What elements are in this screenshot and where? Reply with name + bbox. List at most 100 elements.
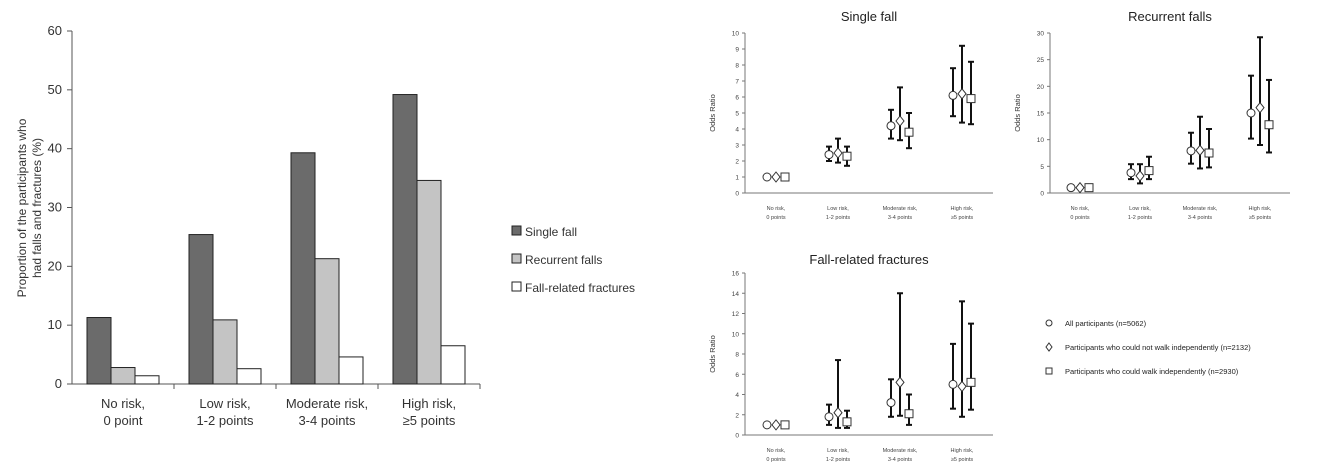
y-tick-label: 25 bbox=[1037, 57, 1045, 64]
x-tick-label: Moderate risk, bbox=[883, 448, 918, 454]
y-tick-label: 2 bbox=[735, 412, 739, 419]
point-circle bbox=[1066, 183, 1076, 193]
x-tick-label: No risk, bbox=[101, 396, 145, 411]
y-tick-label: 9 bbox=[735, 47, 739, 54]
point-circle bbox=[824, 150, 834, 160]
y-tick-label: 0 bbox=[735, 433, 739, 440]
point-diamond bbox=[771, 419, 781, 431]
y-tick-label: 5 bbox=[1040, 164, 1044, 171]
x-tick-label: 0 points bbox=[1070, 215, 1090, 221]
y-tick-label: 0 bbox=[735, 191, 739, 198]
y-tick-label: 20 bbox=[48, 258, 62, 273]
x-tick-label: ≥5 points bbox=[1249, 215, 1272, 221]
bar-chart: 0 10 20 30 40 50 60 Proportion of the participa… bbox=[15, 23, 635, 428]
x-tick-label: 0 point bbox=[103, 413, 142, 428]
point-diamond bbox=[1045, 342, 1053, 352]
point-square bbox=[780, 420, 790, 430]
bar bbox=[416, 179, 442, 385]
y-tick-label: 10 bbox=[732, 331, 740, 338]
legend-swatch bbox=[511, 281, 522, 292]
y-tick-label: 3 bbox=[735, 143, 739, 150]
y-tick-label: 60 bbox=[48, 23, 62, 38]
point-diamond bbox=[957, 380, 967, 393]
point-square bbox=[1204, 148, 1214, 158]
point-diamond bbox=[1075, 181, 1085, 194]
bar bbox=[392, 94, 418, 385]
x-tick-label: High risk, bbox=[951, 448, 974, 454]
y-tick-label: 15 bbox=[1037, 111, 1045, 118]
y-axis-title: Proportion of the participants who had fa… bbox=[15, 118, 44, 297]
y-tick-label: 16 bbox=[732, 271, 740, 278]
x-tick-label: No risk, bbox=[767, 206, 786, 212]
chart-title: Fall-related fractures bbox=[809, 252, 929, 267]
x-tick-label: ≥5 points bbox=[951, 215, 974, 221]
y-tick-label: 12 bbox=[732, 311, 740, 318]
x-tick-label: No risk, bbox=[767, 448, 786, 454]
point-circle bbox=[948, 90, 958, 100]
y-tick-label: 5 bbox=[735, 111, 739, 118]
bar bbox=[314, 258, 340, 385]
bar bbox=[236, 368, 262, 385]
y-axis-title-line: had falls and fractures (%) bbox=[30, 138, 44, 278]
x-tick-label: 1-2 points bbox=[826, 457, 850, 463]
y-tick-label: 10 bbox=[48, 317, 62, 332]
x-tick-label: Moderate risk, bbox=[1183, 206, 1218, 212]
y-tick-label: 40 bbox=[48, 141, 62, 156]
y-tick-label: 8 bbox=[735, 352, 739, 359]
or-legend-label: All participants (n=5062) bbox=[1065, 319, 1147, 328]
or-legend-label: Participants who could not walk independ… bbox=[1065, 343, 1251, 352]
odds-ratio-chart-fall-related-fractures: Fall-related fractures 0 2 4 6 8 10 12 14 16 Odds … bbox=[708, 252, 993, 463]
point-square bbox=[780, 172, 790, 182]
y-tick-label: 10 bbox=[1037, 137, 1045, 144]
legend-label: Single fall bbox=[525, 225, 577, 239]
point-circle bbox=[824, 412, 834, 422]
y-tick-label: 8 bbox=[735, 63, 739, 70]
point-circle bbox=[886, 398, 896, 408]
y-tick-label: 50 bbox=[48, 82, 62, 97]
x-tick-label: 1-2 points bbox=[826, 215, 850, 221]
y-axis-title: Odds Ratio bbox=[708, 335, 717, 373]
point-diamond bbox=[833, 406, 843, 419]
point-diamond bbox=[895, 115, 905, 127]
y-tick-label: 20 bbox=[1037, 84, 1045, 91]
y-tick-label: 4 bbox=[735, 392, 739, 399]
legend-swatch bbox=[511, 253, 522, 264]
point-diamond bbox=[1195, 144, 1205, 157]
x-tick-label: 0 points bbox=[766, 457, 786, 463]
chart-title: Single fall bbox=[841, 9, 897, 24]
x-tick-label: Low risk, bbox=[827, 448, 849, 454]
point-square bbox=[1144, 166, 1154, 176]
point-diamond bbox=[1255, 101, 1265, 114]
x-tick-label: 3-4 points bbox=[298, 413, 356, 428]
point-circle bbox=[1126, 168, 1136, 178]
point-square bbox=[966, 377, 976, 387]
x-tick-label: 3-4 points bbox=[888, 215, 912, 221]
bar bbox=[110, 367, 136, 385]
x-tick-label: Moderate risk, bbox=[883, 206, 918, 212]
x-tick-label: 1-2 points bbox=[1128, 215, 1152, 221]
x-tick-label: High risk, bbox=[1249, 206, 1272, 212]
y-tick-label: 0 bbox=[1040, 191, 1044, 198]
legend-label: Fall-related fractures bbox=[525, 281, 635, 295]
point-square bbox=[1084, 183, 1094, 193]
y-tick-label: 30 bbox=[1037, 31, 1045, 38]
y-tick-label: 6 bbox=[735, 95, 739, 102]
y-axis-title: Odds Ratio bbox=[708, 94, 717, 132]
point-circle bbox=[1246, 108, 1256, 118]
point-diamond bbox=[1135, 170, 1145, 182]
x-tick-label: Moderate risk, bbox=[286, 396, 368, 411]
x-tick-label: High risk, bbox=[402, 396, 456, 411]
point-square bbox=[966, 94, 976, 104]
point-circle bbox=[948, 379, 958, 389]
point-diamond bbox=[771, 171, 781, 183]
x-tick-label: 0 points bbox=[766, 215, 786, 221]
point-circle bbox=[886, 121, 896, 131]
y-tick-label: 2 bbox=[735, 159, 739, 166]
bar bbox=[290, 152, 316, 385]
chart-title: Recurrent falls bbox=[1128, 9, 1212, 24]
x-tick-label: ≥5 points bbox=[403, 413, 456, 428]
x-tick-label: 3-4 points bbox=[1188, 215, 1212, 221]
point-circle bbox=[1045, 319, 1053, 327]
odds-ratio-chart-single-fall: Single fall 0 1 2 3 4 5 6 7 8 9 10 Odds Ratio No risk… bbox=[708, 9, 993, 221]
y-tick-label: 14 bbox=[732, 291, 740, 298]
